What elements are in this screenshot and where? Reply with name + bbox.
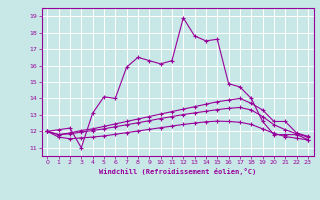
X-axis label: Windchill (Refroidissement éolien,°C): Windchill (Refroidissement éolien,°C) (99, 168, 256, 175)
